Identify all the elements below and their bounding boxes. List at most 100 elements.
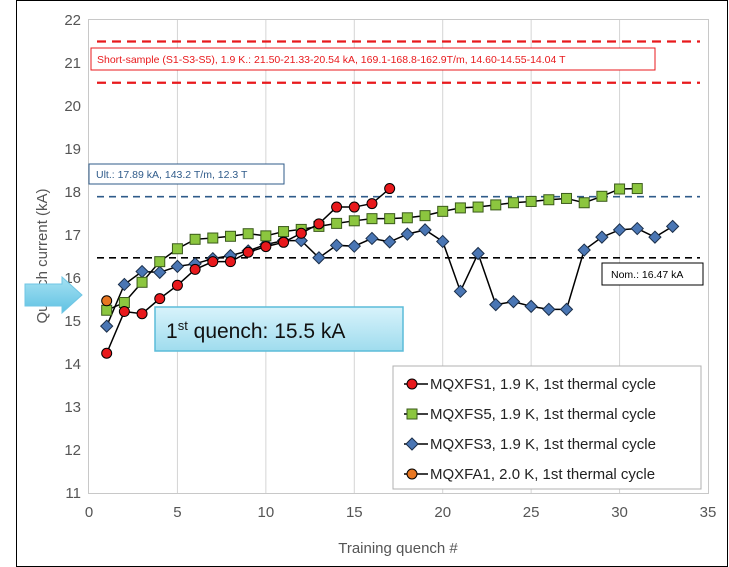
data-point: [382, 235, 397, 249]
data-point: [436, 234, 450, 249]
data-point: [596, 190, 608, 202]
data-point: [278, 226, 290, 238]
y-tick-label: 12: [64, 442, 81, 459]
data-point: [489, 297, 503, 312]
data-point: [118, 306, 130, 318]
series-4: [101, 295, 113, 307]
data-point: [136, 276, 148, 288]
x-tick-label: 25: [523, 504, 540, 521]
data-point: [329, 238, 344, 253]
data-point: [136, 308, 148, 320]
y-tick-label: 15: [64, 313, 81, 330]
data-point: [384, 213, 396, 225]
first-quench-callout: 1st quench: 15.5 kA: [24, 275, 404, 352]
short-sample-text: Short-sample (S1-S3-S5), 1.9 K.: 21.50-2…: [97, 54, 566, 66]
legend-item: MQXFA1, 2.0 K, 1st thermal cycle: [404, 466, 655, 483]
data-point: [99, 319, 114, 333]
data-point: [224, 256, 236, 268]
x-tick-label: 30: [611, 504, 628, 521]
data-point: [224, 230, 236, 242]
data-point: [453, 284, 468, 299]
data-point: [577, 243, 591, 257]
x-tick-label: 20: [434, 504, 451, 521]
data-point: [614, 183, 626, 195]
legend-item: MQXFS5, 1.9 K, 1st thermal cycle: [404, 406, 656, 423]
data-point: [630, 221, 644, 236]
data-point: [101, 304, 113, 316]
data-point: [384, 183, 396, 195]
data-point: [153, 265, 167, 280]
data-point: [117, 277, 132, 292]
data-point: [348, 215, 360, 227]
data-point: [665, 219, 680, 234]
y-tick-label: 22: [64, 12, 81, 29]
legend-item: MQXFS3, 1.9 K, 1st thermal cycle: [404, 436, 656, 453]
data-point: [543, 194, 555, 206]
x-tick-label: 15: [346, 504, 363, 521]
data-point: [506, 294, 521, 309]
nominal-text: Nom.: 16.47 kA: [611, 269, 683, 281]
callout-box: [154, 306, 404, 352]
data-point: [419, 210, 431, 222]
data-point: [260, 230, 272, 242]
y-tick-label: 20: [64, 98, 81, 115]
x-tick-label: 0: [85, 504, 93, 521]
data-point: [154, 256, 166, 268]
x-axis-title: Training quench #: [338, 540, 458, 557]
x-tick-label: 10: [258, 504, 275, 521]
data-point: [189, 233, 201, 245]
legend-marker: [406, 468, 418, 480]
legend-marker: [406, 408, 418, 420]
data-point: [207, 256, 219, 268]
data-point: [312, 251, 326, 265]
data-point: [366, 198, 378, 210]
data-point: [578, 197, 590, 209]
data-point: [171, 279, 183, 291]
legend-label: MQXFS1, 1.9 K, 1st thermal cycle: [430, 376, 656, 393]
data-point: [171, 243, 183, 255]
data-point: [365, 231, 379, 246]
data-point: [631, 183, 643, 195]
plot-area: [88, 19, 709, 494]
data-point: [242, 246, 254, 258]
data-point: [101, 295, 113, 307]
data-point: [313, 218, 325, 230]
y-tick-label: 21: [64, 55, 81, 72]
data-point: [401, 212, 413, 224]
y-tick-label: 18: [64, 184, 81, 201]
data-point: [454, 202, 466, 214]
data-point: [561, 192, 573, 204]
data-point: [295, 227, 307, 239]
data-point: [472, 201, 484, 213]
data-point: [400, 227, 415, 241]
data-point: [331, 201, 343, 213]
legend-marker: [405, 437, 419, 451]
data-point: [154, 293, 166, 305]
data-point: [366, 213, 378, 225]
data-point: [490, 199, 502, 211]
data-point: [595, 230, 609, 244]
legend: MQXFS1, 1.9 K, 1st thermal cycle MQXFS5, …: [392, 365, 702, 490]
legend-label: MQXFS3, 1.9 K, 1st thermal cycle: [430, 436, 656, 453]
data-point: [648, 230, 662, 244]
data-point: [612, 223, 627, 237]
x-tick-label: 35: [700, 504, 717, 521]
y-tick-label: 19: [64, 141, 81, 158]
data-point: [118, 297, 130, 309]
data-point: [331, 217, 343, 229]
data-point: [189, 263, 201, 275]
data-point: [524, 299, 538, 314]
data-point: [525, 195, 537, 207]
data-point: [437, 205, 449, 217]
series-group: [99, 183, 680, 359]
data-point: [559, 302, 574, 317]
reference-lines: [97, 40, 700, 259]
data-point: [278, 236, 290, 248]
nominal-label: Nom.: 16.47 kA: [601, 262, 704, 286]
data-point: [418, 223, 432, 237]
data-point: [207, 232, 219, 244]
ultimate-label: Ult.: 17.89 kA, 143.2 T/m, 12.3 T: [88, 163, 285, 185]
legend-marker: [406, 378, 418, 390]
series-1: [101, 183, 396, 359]
